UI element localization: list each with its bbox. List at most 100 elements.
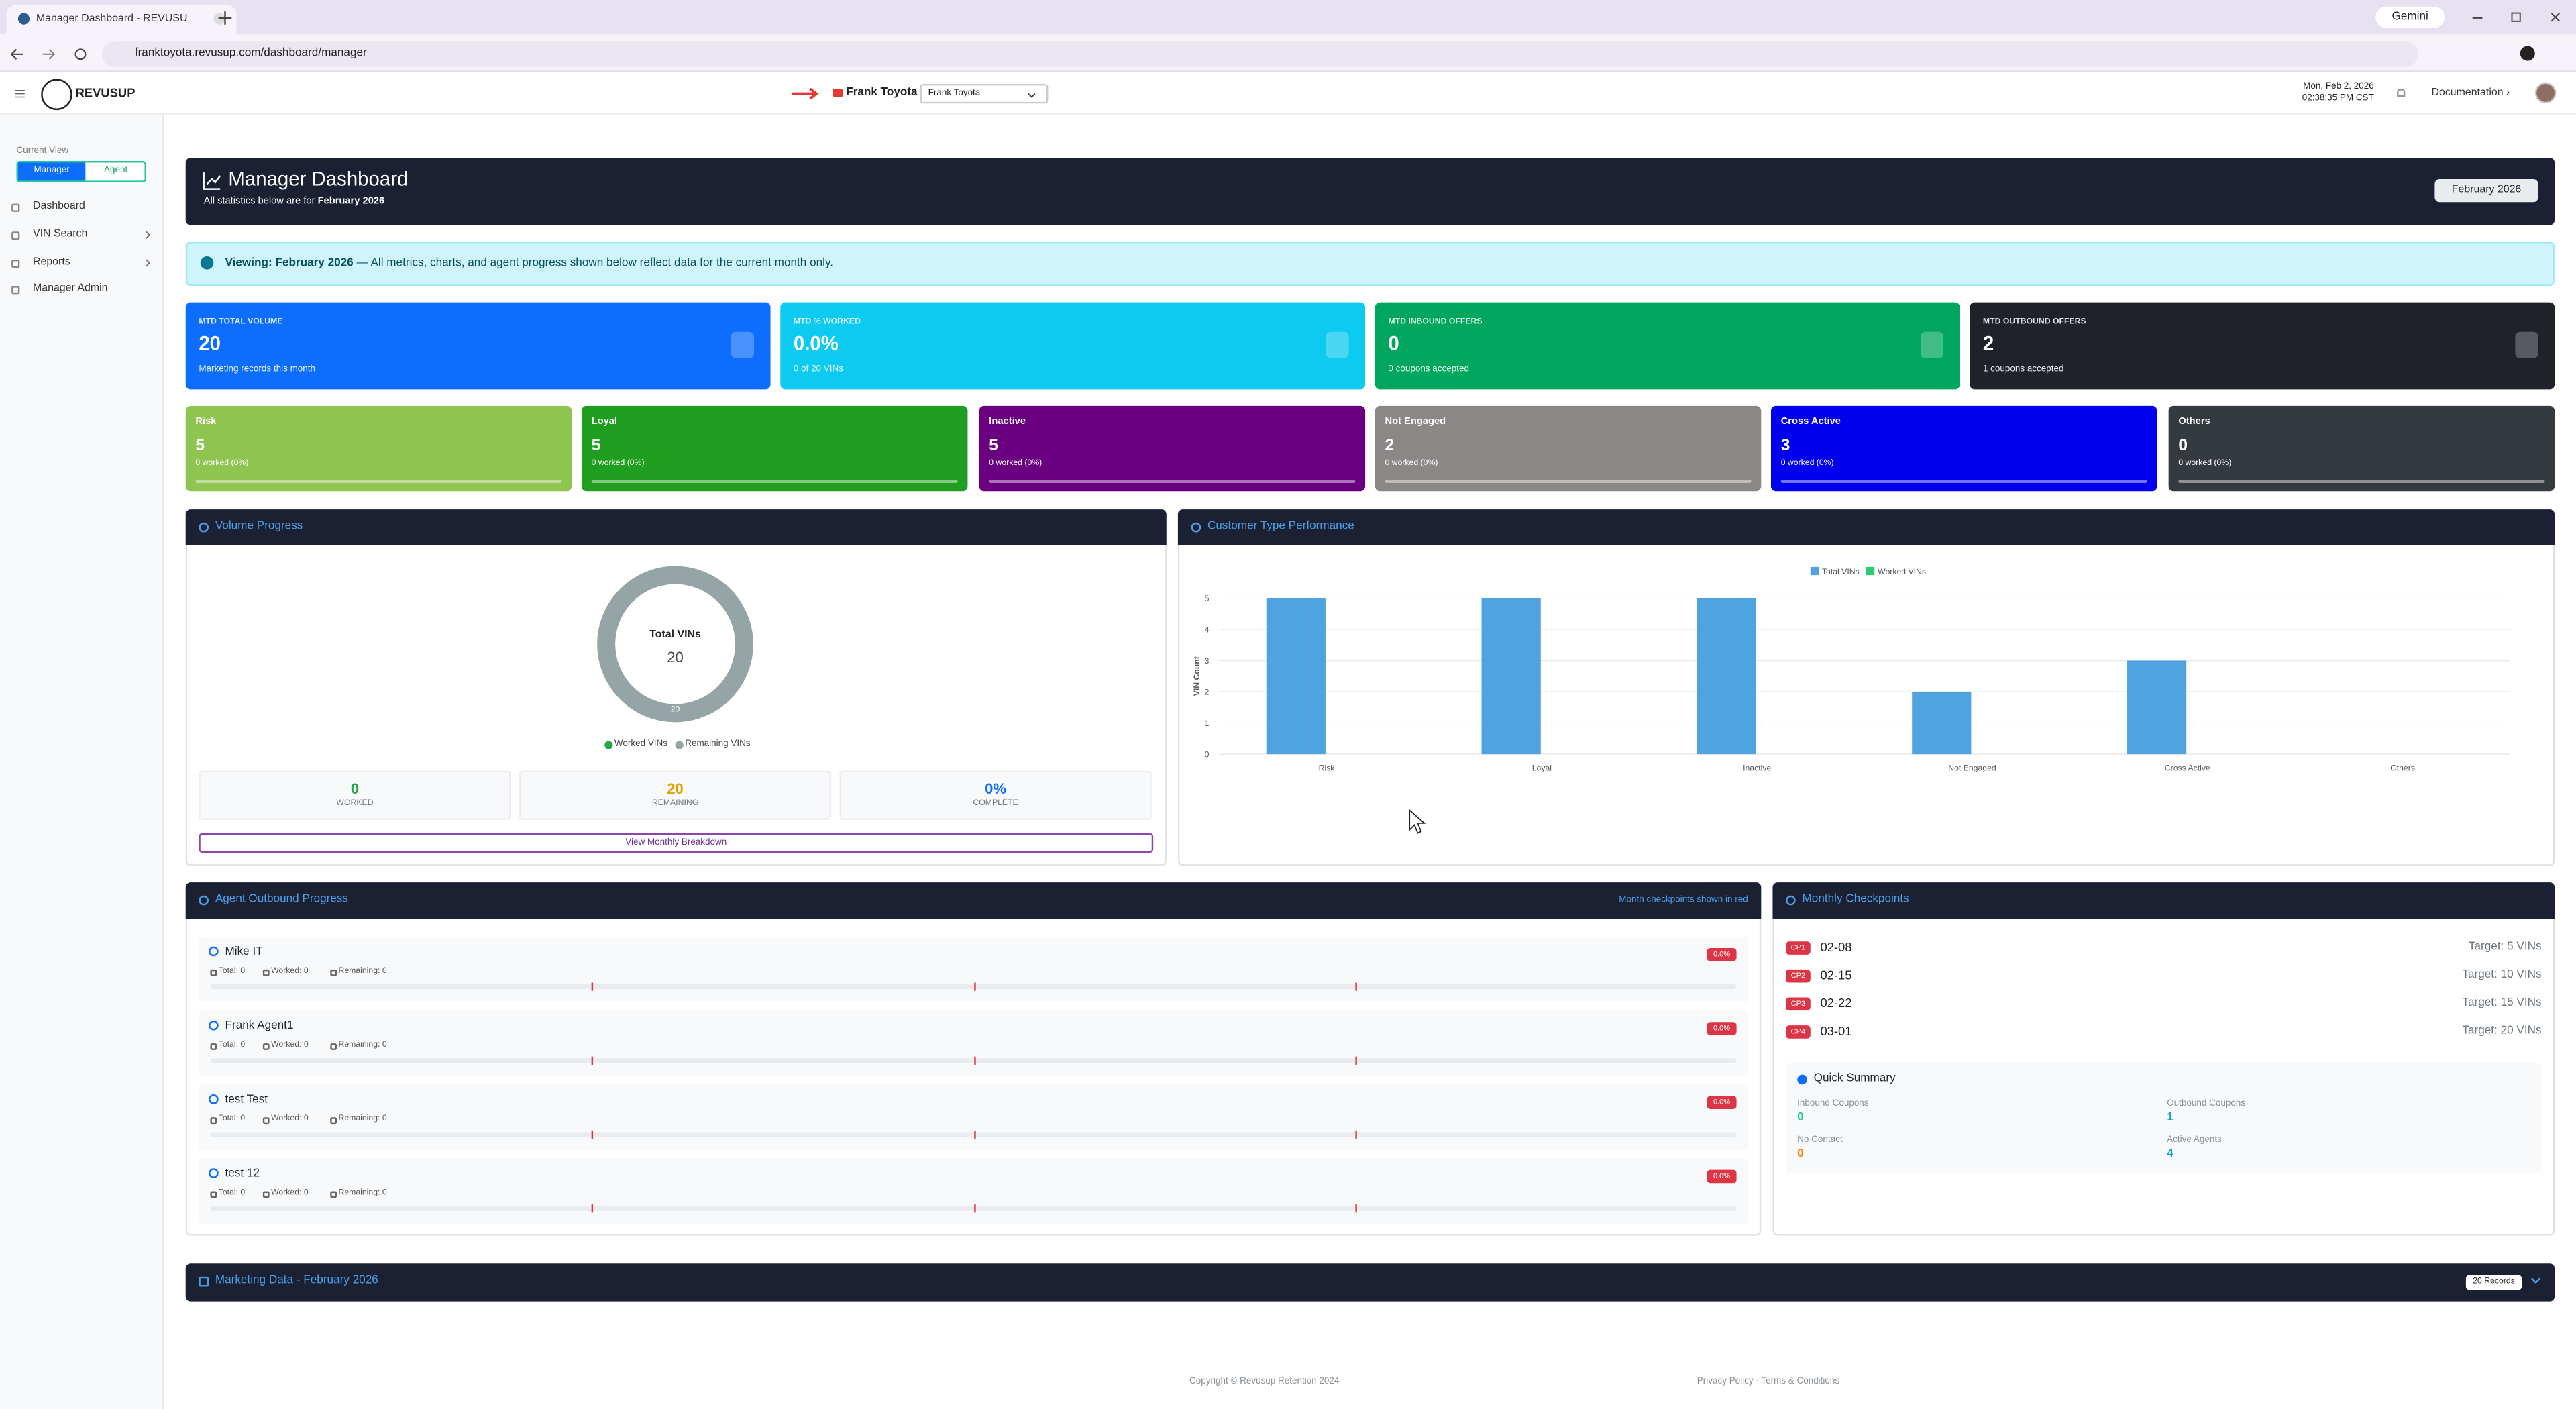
segment-name: Risk [195,417,217,427]
segment-card: Inactive 5 0 worked (0%) [979,405,1366,492]
marketing-bar[interactable] [185,1263,2555,1302]
kpi-icon [1920,331,1944,358]
segment-value: 2 [1385,437,1395,456]
menu-item[interactable]: Dashboard [32,200,85,212]
summary-label: Active Agents [2167,1135,2222,1145]
stat-label: COMPLETE [973,798,1018,808]
kpi-card: MTD INBOUND OFFERS 0 0 coupons accepted [1375,302,1960,390]
agent-name: Mike IT [225,946,263,958]
checkpoints-panel-header [1772,882,2555,919]
marketing-chevron [2531,1277,2540,1284]
nav-buttons [10,48,87,60]
chevron [2531,1277,2540,1284]
banner-icon [203,172,221,190]
tab-close [213,13,225,25]
summary-value: 1 [2167,1112,2174,1125]
menu-icon [11,203,20,212]
checkpoints-panel [1772,882,2555,1236]
agent-row [199,1010,1748,1077]
gemini-button[interactable]: Gemini [2375,6,2445,28]
menu-item[interactable]: VIN Search [32,228,88,240]
kpi-value: 2 [1982,331,1994,355]
stat-box [199,770,511,821]
meta-icon [262,969,270,976]
breakdown-button[interactable]: View Monthly Breakdown [199,833,1154,853]
cp-target: Target: 15 VINs [2462,997,2542,1009]
menu-item[interactable]: Manager Admin [32,282,108,295]
bar [2127,660,2187,755]
favicon [17,13,30,25]
select-chevron [1028,93,1036,98]
menu-icon [11,231,20,240]
dealer-select[interactable]: Frank Toyota [920,83,1049,104]
agent-progress [210,1058,1737,1063]
agent-icon [209,1094,219,1104]
stat-label: WORKED [336,798,374,808]
url[interactable]: franktoyota.revusup.com/dashboard/manage… [134,48,367,60]
panel-icon [1191,522,1201,533]
donut-center-label: Total VINs [649,629,701,641]
segment-value: 3 [1780,437,1790,456]
checkpoint-marker [591,1204,594,1213]
current-view-label: Current View [16,146,69,156]
meta-icon [330,969,337,976]
avatar [2534,82,2557,104]
kpi-label: MTD OUTBOUND OFFERS [1982,317,2086,327]
alert [185,242,2555,286]
bell [2397,89,2406,97]
segment-card: Cross Active 3 0 worked (0%) [1771,405,2157,492]
checkpoint-marker [591,1130,594,1139]
cursor [1409,808,1426,834]
agent-icon [209,946,219,957]
segment-name: Inactive [989,417,1026,427]
y-tick-label: 5 [1205,594,1210,603]
tab[interactable]: Manager Dashboard - REVUSUP [6,5,237,35]
panel-title: Agent Outbound Progress [215,894,349,906]
meta-icon [330,1191,337,1198]
agent-row [199,936,1748,1002]
stat-value: 0 [350,780,360,797]
cp-badge: CP2 [1786,969,1811,983]
segment-value: 5 [591,437,601,456]
agent-remaining: Remaining: 0 [338,1114,387,1125]
legend-dot [604,741,613,749]
view-manager[interactable]: Manager [17,162,86,181]
donut: 20 [597,566,753,723]
tab-title: Manager Dashboard - REVUSUP [36,13,188,25]
agent-progress [210,984,1737,990]
summary-title: Quick Summary [1813,1073,1896,1085]
segment-sub: 0 worked (0%) [1780,458,1834,468]
cp-target: Target: 20 VINs [2462,1025,2542,1037]
summary-icon [1797,1074,1807,1085]
month-button[interactable]: February 2026 [2434,178,2538,203]
kpi-sub: Marketing records this month [199,364,316,375]
logo [41,79,72,111]
mouse-cursor [1409,808,1426,834]
agent-row [199,1084,1748,1151]
cp-date: 02-22 [1820,996,1852,1011]
agent-remaining: Remaining: 0 [338,966,387,976]
x-tick-label: Others [2390,764,2415,773]
menu-icon [11,259,20,268]
agent-row [199,1158,1748,1224]
view-agent[interactable]: Agent [104,166,128,176]
checkpoint-marker [974,1130,976,1139]
checkpoint-marker [974,1204,976,1213]
segment-card: Loyal 5 0 worked (0%) [581,405,968,492]
x-tick-label: Not Engaged [1948,764,1996,773]
cp-date: 03-01 [1820,1023,1852,1039]
documentation-link[interactable]: Documentation › [2431,87,2510,99]
kpi-icon [731,331,755,358]
legend-swatch [1866,566,1875,576]
legend-label: Worked VINs [614,739,668,749]
agent-total: Total: 0 [218,1114,246,1125]
agent-percent: 0.0% [1707,1169,1737,1184]
footer-links[interactable]: Privacy Policy · Terms & Conditions [1697,1377,1840,1387]
agent-total: Total: 0 [218,1188,246,1198]
legend-label: Total VINs [1822,567,1860,576]
records-badge: 20 Records [2465,1275,2522,1290]
chart-panel-header [1177,509,2555,546]
menu-item[interactable]: Reports [32,256,70,268]
stat-box [839,770,1152,821]
segment-progress [2178,480,2545,484]
